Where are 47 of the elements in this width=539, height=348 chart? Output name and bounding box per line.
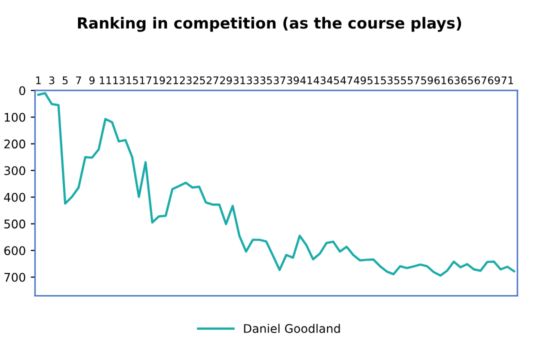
x-tick-label: 49: [354, 76, 366, 84]
x-tick-label: 53: [380, 76, 393, 84]
chart-title: Ranking in competition (as the course plays): [78, 16, 462, 32]
x-tick-label: 71: [502, 76, 514, 84]
y-tick-label: 700: [4, 272, 26, 282]
x-tick-label: 29: [220, 76, 232, 84]
x-tick-label: 37: [274, 76, 286, 84]
x-tick-label: 1: [36, 76, 41, 84]
x-tick-label: 21: [166, 76, 178, 84]
x-tick-label: 7: [76, 76, 82, 84]
x-tick-label: 57: [408, 76, 420, 84]
x-tick-label: 15: [126, 76, 138, 84]
x-tick-label: 13: [113, 76, 125, 84]
x-tick-label: 43: [314, 76, 326, 84]
x-tick-label: 31: [234, 76, 246, 84]
y-tick-label: 300: [4, 166, 26, 176]
x-tick-label: 23: [180, 76, 192, 84]
x-tick-label: 45: [327, 76, 339, 84]
x-tick-label: 5: [62, 76, 68, 84]
line-series: [37, 92, 516, 277]
x-tick-label: 25: [193, 76, 205, 84]
x-tick-label: 59: [421, 76, 433, 84]
y-tick-label: 0: [19, 86, 26, 96]
x-tick-label: 55: [394, 76, 406, 84]
x-tick-label: 19: [154, 76, 165, 84]
legend-label: Daniel Goodland: [244, 324, 340, 333]
x-tick-label: 61: [434, 76, 446, 84]
x-tick-label: 47: [340, 76, 352, 84]
x-tick-label: 51: [368, 76, 380, 84]
y-tick-label: 600: [4, 246, 26, 256]
x-tick-label: 9: [89, 76, 95, 84]
x-tick-label: 27: [206, 76, 218, 84]
y-tick-label: 500: [4, 220, 26, 228]
y-tick-label: 100: [4, 112, 26, 122]
x-tick-label: 69: [488, 76, 500, 84]
x-tick-label: 41: [300, 76, 312, 84]
x-tick-label: 39: [287, 76, 299, 84]
x-tick-label: 67: [474, 76, 486, 84]
x-tick-label: 65: [461, 76, 473, 84]
x-tick-label: 33: [246, 76, 259, 84]
x-tick-label: 17: [140, 76, 152, 84]
x-tick-label: 35: [260, 76, 272, 84]
x-tick-label: 3: [49, 76, 54, 84]
x-tick-label: 63: [448, 76, 460, 84]
y-tick-label: 400: [4, 192, 26, 202]
y-tick-label: 200: [4, 140, 26, 148]
x-tick-label: 11: [100, 76, 112, 84]
